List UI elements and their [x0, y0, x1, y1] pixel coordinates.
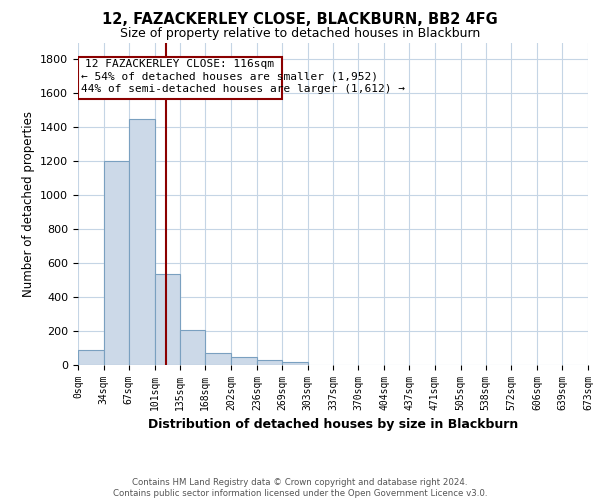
Text: 12 FAZACKERLEY CLOSE: 116sqm: 12 FAZACKERLEY CLOSE: 116sqm: [85, 59, 274, 69]
FancyBboxPatch shape: [78, 57, 282, 98]
Bar: [155, 274, 181, 365]
Bar: [181, 330, 205, 365]
Text: 12, FAZACKERLEY CLOSE, BLACKBURN, BB2 4FG: 12, FAZACKERLEY CLOSE, BLACKBURN, BB2 4F…: [102, 12, 498, 28]
Bar: [104, 162, 129, 365]
Bar: [257, 360, 282, 365]
Bar: [129, 119, 155, 365]
Text: Contains HM Land Registry data © Crown copyright and database right 2024.
Contai: Contains HM Land Registry data © Crown c…: [113, 478, 487, 498]
Y-axis label: Number of detached properties: Number of detached properties: [22, 111, 35, 296]
Bar: [78, 350, 104, 365]
Bar: [282, 362, 308, 365]
Text: Size of property relative to detached houses in Blackburn: Size of property relative to detached ho…: [120, 28, 480, 40]
Bar: [231, 356, 257, 365]
Text: 44% of semi-detached houses are larger (1,612) →: 44% of semi-detached houses are larger (…: [81, 84, 405, 94]
X-axis label: Distribution of detached houses by size in Blackburn: Distribution of detached houses by size …: [148, 418, 518, 432]
Bar: [205, 354, 231, 365]
Text: ← 54% of detached houses are smaller (1,952): ← 54% of detached houses are smaller (1,…: [81, 72, 378, 82]
